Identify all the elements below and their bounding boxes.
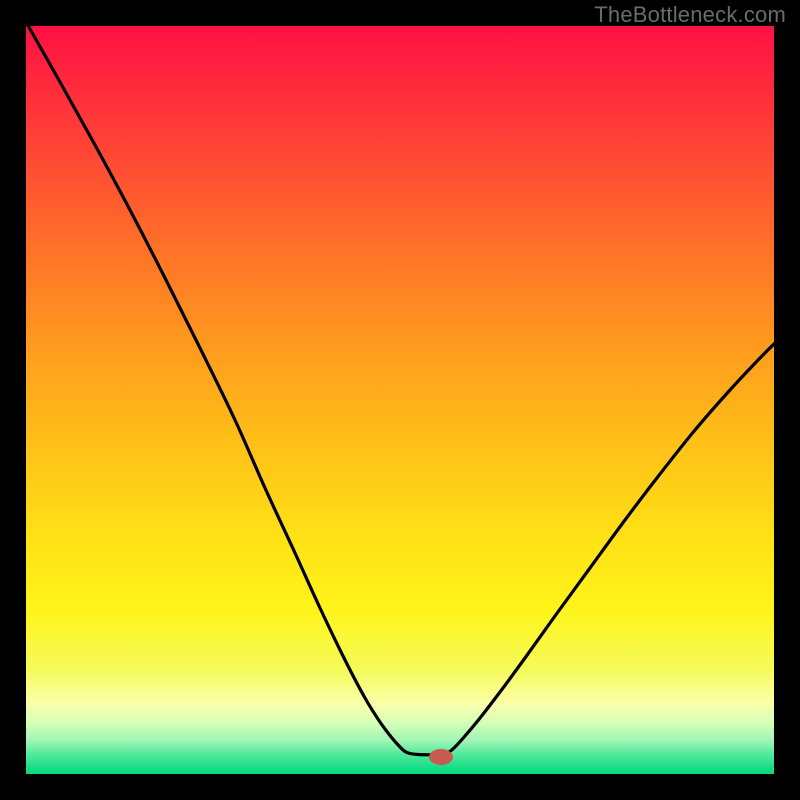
bottleneck-chart: [0, 0, 800, 800]
optimal-point-marker: [429, 749, 453, 765]
plot-background: [26, 26, 774, 774]
watermark-text: TheBottleneck.com: [594, 2, 786, 28]
